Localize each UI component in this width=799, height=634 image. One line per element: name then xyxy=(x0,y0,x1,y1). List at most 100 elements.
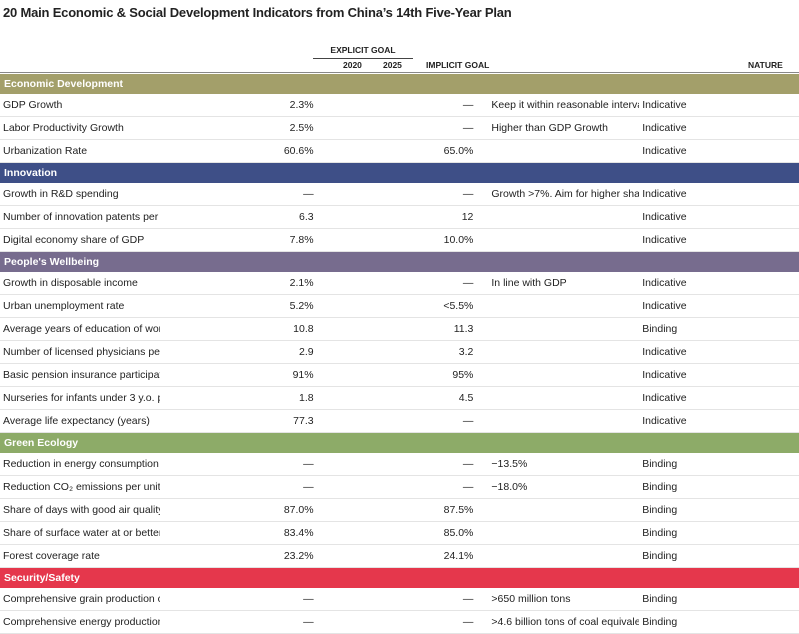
explicit-goal-underline xyxy=(313,58,413,59)
explicit-goal-label: EXPLICIT GOAL xyxy=(330,45,396,55)
implicit-goal-cell xyxy=(479,409,640,433)
nature-cell: Indicative xyxy=(639,183,799,206)
value-2025-cell: — xyxy=(319,475,480,499)
section-title: Green Ecology xyxy=(0,432,799,453)
section-title: Innovation xyxy=(0,162,799,183)
table-row: Urban unemployment rate 5.2% <5.5% Indicati… xyxy=(0,294,799,318)
implicit-goal-cell xyxy=(479,205,640,229)
nature-cell: Indicative xyxy=(639,139,799,163)
indicator-cell: Digital economy share of GDP xyxy=(0,228,160,252)
table-row: Average life expectancy (years) 77.3— Indi… xyxy=(0,409,799,433)
table-row: Basic pension insurance participation ra… xyxy=(0,363,799,387)
header-divider xyxy=(0,72,799,73)
indicator-cell: GDP Growth xyxy=(0,94,160,117)
table-row: Comprehensive energy production capacity… xyxy=(0,610,799,634)
table-row: Number of innovation patents per 10k peo… xyxy=(0,205,799,229)
table-row: Forest coverage rate 23.2% 24.1% Binding xyxy=(0,544,799,568)
indicator-cell: Growth in R&D spending xyxy=(0,183,160,206)
implicit-goal-cell xyxy=(479,386,640,410)
nature-cell: Indicative xyxy=(639,272,799,295)
value-2020-cell: 6.3 xyxy=(159,205,320,229)
value-2025-cell: — xyxy=(319,116,480,140)
nature-cell: Indicative xyxy=(639,94,799,117)
value-2020-cell: 2.1% xyxy=(159,272,320,295)
implicit-goal-cell: −18.0% xyxy=(479,475,640,499)
table-row: Digital economy share of GDP 7.8% 10.0% Ind… xyxy=(0,228,799,252)
implicit-goal-cell xyxy=(479,340,640,364)
value-2020-cell: 2.3% xyxy=(159,94,320,117)
implicit-goal-cell: Higher than GDP Growth xyxy=(479,116,640,140)
value-2025-cell: <5.5% xyxy=(319,294,480,318)
indicator-cell: Forest coverage rate xyxy=(0,544,160,568)
value-2025-cell: 4.5 xyxy=(319,386,480,410)
table-row: Labor Productivity Growth 2.5% — Higher tha… xyxy=(0,116,799,140)
indicator-cell: Number of innovation patents per 10k peo… xyxy=(0,205,160,229)
nature-cell: Binding xyxy=(639,498,799,522)
page-title: 20 Main Economic & Social Development In… xyxy=(3,5,512,20)
table-row: Share of days with good air quality at p… xyxy=(0,498,799,522)
nature-cell: Binding xyxy=(639,453,799,476)
indicator-cell: Urban unemployment rate xyxy=(0,294,160,318)
nature-cell: Indicative xyxy=(639,294,799,318)
indicator-cell: Share of surface water at or better than… xyxy=(0,521,160,545)
value-2020-cell: 2.9 xyxy=(159,340,320,364)
section-header: People's Wellbeing xyxy=(0,251,799,272)
value-2020-cell: 91% xyxy=(159,363,320,387)
value-2020-cell: — xyxy=(159,453,320,476)
table-row: Share of surface water at or better than… xyxy=(0,521,799,545)
value-2020-cell: 60.6% xyxy=(159,139,320,163)
indicator-cell: Reduction in energy consumption per unit… xyxy=(0,453,160,476)
value-2020-cell: 23.2% xyxy=(159,544,320,568)
explicit-goal-header: EXPLICIT GOAL xyxy=(313,45,413,59)
section-title: People's Wellbeing xyxy=(0,251,799,272)
implicit-goal-cell xyxy=(479,363,640,387)
table-row: Reduction CO₂ emissions per unit of GDP —… xyxy=(0,475,799,499)
table-row: Growth in disposable income 2.1% — In line … xyxy=(0,272,799,295)
implicit-goal-cell xyxy=(479,498,640,522)
nature-cell: Indicative xyxy=(639,205,799,229)
indicator-cell: Growth in disposable income xyxy=(0,272,160,295)
nature-cell: Binding xyxy=(639,610,799,634)
table-row: Number of licensed physicians per 10k pe… xyxy=(0,340,799,364)
implicit-goal-cell: >650 million tons xyxy=(479,588,640,611)
table-row: Reduction in energy consumption per unit… xyxy=(0,453,799,476)
value-2020-cell: — xyxy=(159,610,320,634)
indicator-cell: Number of licensed physicians per 10k pe… xyxy=(0,340,160,364)
implicit-goal-cell xyxy=(479,228,640,252)
nature-cell: Binding xyxy=(639,544,799,568)
section-header: Security/Safety xyxy=(0,567,799,588)
nature-cell: Binding xyxy=(639,475,799,499)
value-2020-cell: 1.8 xyxy=(159,386,320,410)
indicator-cell: Urbanization Rate xyxy=(0,139,160,163)
value-2020-cell: — xyxy=(159,588,320,611)
implicit-goal-cell: Growth >7%. Aim for higher share of GDP … xyxy=(479,183,640,206)
nature-cell: Indicative xyxy=(639,386,799,410)
value-2025-cell: 87.5% xyxy=(319,498,480,522)
indicator-cell: Nurseries for infants under 3 y.o. per 1… xyxy=(0,386,160,410)
value-2020-cell: 7.8% xyxy=(159,228,320,252)
col-header-2020: 2020 xyxy=(343,60,362,70)
table-row: Nurseries for infants under 3 y.o. per 1… xyxy=(0,386,799,410)
implicit-goal-cell xyxy=(479,139,640,163)
nature-cell: Indicative xyxy=(639,116,799,140)
value-2025-cell: — xyxy=(319,272,480,295)
value-2025-cell: 3.2 xyxy=(319,340,480,364)
value-2025-cell: — xyxy=(319,94,480,117)
implicit-goal-cell: In line with GDP xyxy=(479,272,640,295)
value-2025-cell: 65.0% xyxy=(319,139,480,163)
indicator-cell: Reduction CO₂ emissions per unit of GDP xyxy=(0,475,160,499)
section-title: Economic Development xyxy=(0,74,799,94)
value-2025-cell: 95% xyxy=(319,363,480,387)
section-title: Security/Safety xyxy=(0,567,799,588)
implicit-goal-cell xyxy=(479,294,640,318)
table-row: Urbanization Rate 60.6% 65.0% Indicative xyxy=(0,139,799,163)
value-2020-cell: 87.0% xyxy=(159,498,320,522)
nature-cell: Binding xyxy=(639,588,799,611)
table-row: Comprehensive grain production capacity—… xyxy=(0,588,799,611)
indicator-cell: Labor Productivity Growth xyxy=(0,116,160,140)
value-2025-cell: — xyxy=(319,453,480,476)
table-row: Growth in R&D spending — — Growth >7%. Aim … xyxy=(0,183,799,206)
nature-cell: Indicative xyxy=(639,409,799,433)
value-2020-cell: 5.2% xyxy=(159,294,320,318)
nature-cell: Indicative xyxy=(639,228,799,252)
